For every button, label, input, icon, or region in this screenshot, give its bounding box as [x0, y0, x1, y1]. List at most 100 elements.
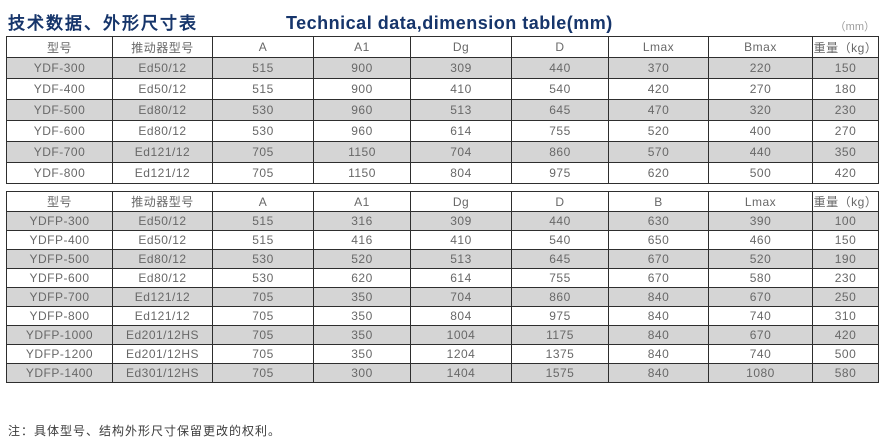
table-cell: 316 — [313, 211, 411, 231]
table-cell: 515 — [212, 230, 314, 250]
table-cell: YDFP-300 — [6, 211, 113, 231]
table-cell: YDFP-1200 — [6, 344, 113, 364]
table-cell: 180 — [812, 78, 879, 100]
table-cell: 470 — [608, 99, 709, 121]
table-cell: 440 — [708, 141, 813, 163]
table-cell: Ed301/12HS — [112, 363, 213, 383]
table-row: YDF-600 Ed80/12 530 960 614 755 520 400 270 — [6, 120, 879, 142]
column-header: 重量（kg） — [812, 36, 879, 58]
table-cell: Ed50/12 — [112, 211, 213, 231]
table-cell: Ed80/12 — [112, 99, 213, 121]
table-cell: 670 — [708, 287, 813, 307]
table-cell: 705 — [212, 141, 314, 163]
column-header: D — [511, 36, 609, 58]
table-cell: 570 — [608, 141, 709, 163]
table-cell: YDFP-1400 — [6, 363, 113, 383]
table-cell: YDFP-700 — [6, 287, 113, 307]
table-cell: 670 — [708, 325, 813, 345]
table-cell: 650 — [608, 230, 709, 250]
table-row: YDFP-300 Ed50/12 515 316 309 440 630 390 100 — [6, 211, 879, 231]
column-header: A1 — [313, 191, 411, 212]
column-header: A — [212, 191, 314, 212]
table-cell: 420 — [608, 78, 709, 100]
table-cell: 400 — [708, 120, 813, 142]
table-cell: 220 — [708, 57, 813, 79]
table-cell: 150 — [812, 57, 879, 79]
table-row: YDF-500 Ed80/12 530 960 513 645 470 320 230 — [6, 99, 879, 121]
table-cell: 350 — [812, 141, 879, 163]
table-cell: 755 — [511, 268, 609, 288]
page-title-chinese: 技术数据、外形尺寸表 — [8, 14, 198, 33]
table-cell: Ed121/12 — [112, 162, 213, 184]
table-cell: YDF-500 — [6, 99, 113, 121]
table-cell: 370 — [608, 57, 709, 79]
table-cell: YDFP-800 — [6, 306, 113, 326]
table-cell: YDFP-400 — [6, 230, 113, 250]
unit-note: （mm） — [834, 21, 875, 33]
column-header: A1 — [313, 36, 411, 58]
table-cell: 670 — [608, 249, 709, 269]
table-cell: Ed80/12 — [112, 268, 213, 288]
table-row: YDFP-700 Ed121/12 705 350 704 860 840 670 250 — [6, 287, 879, 307]
table-cell: 1080 — [708, 363, 813, 383]
table-cell: 500 — [812, 344, 879, 364]
table-cell: 350 — [313, 325, 411, 345]
table-cell: YDF-800 — [6, 162, 113, 184]
table-cell: 515 — [212, 211, 314, 231]
column-header: B — [608, 191, 709, 212]
table-cell: 460 — [708, 230, 813, 250]
table-cell: 530 — [212, 99, 314, 121]
column-header: 推动器型号 — [112, 191, 213, 212]
table-cell: Ed50/12 — [112, 78, 213, 100]
table-cell: 840 — [608, 325, 709, 345]
table-cell: 1004 — [410, 325, 512, 345]
table-cell: 704 — [410, 141, 512, 163]
table-cell: 420 — [812, 162, 879, 184]
table-cell: 670 — [608, 268, 709, 288]
column-header: 型号 — [6, 36, 113, 58]
table-row: YDFP-1400 Ed301/12HS 705 300 1404 1575 840 1080… — [6, 363, 879, 383]
table-cell: 270 — [708, 78, 813, 100]
ydfp-dimension-table: 型号 推动器型号 A A1 Dg D B Lmax 重量（kg） YDFP-300 Ed50/12… — [6, 191, 879, 383]
table-cell: YDF-600 — [6, 120, 113, 142]
table-cell: 840 — [608, 306, 709, 326]
table-cell: 840 — [608, 363, 709, 383]
table-cell: 1175 — [511, 325, 609, 345]
table-cell: 705 — [212, 306, 314, 326]
table-cell: 530 — [212, 268, 314, 288]
table-cell: 705 — [212, 325, 314, 345]
table-cell: 630 — [608, 211, 709, 231]
table-cell: 840 — [608, 344, 709, 364]
page-header: 技术数据、外形尺寸表 Technical data,dimension tabl… — [0, 0, 881, 36]
table-cell: 350 — [313, 306, 411, 326]
table-cell: 390 — [708, 211, 813, 231]
table-cell: 620 — [608, 162, 709, 184]
table-cell: 900 — [313, 78, 411, 100]
table-row: YDFP-400 Ed50/12 515 416 410 540 650 460 150 — [6, 230, 879, 250]
column-header: Dg — [410, 191, 512, 212]
table-cell: 230 — [812, 99, 879, 121]
table-cell: 900 — [313, 57, 411, 79]
table-cell: 705 — [212, 344, 314, 364]
column-header: A — [212, 36, 314, 58]
table-cell: 513 — [410, 99, 512, 121]
table-cell: 440 — [511, 57, 609, 79]
table-row: YDFP-800 Ed121/12 705 350 804 975 840 740 310 — [6, 306, 879, 326]
table-cell: Ed50/12 — [112, 230, 213, 250]
column-header: Dg — [410, 36, 512, 58]
table-cell: 440 — [511, 211, 609, 231]
table-row: YDFP-1200 Ed201/12HS 705 350 1204 1375 840 740 5… — [6, 344, 879, 364]
table-row: YDF-700 Ed121/12 705 1150 704 860 570 440 350 — [6, 141, 879, 163]
table-cell: 500 — [708, 162, 813, 184]
table-cell: 1375 — [511, 344, 609, 364]
table-cell: 530 — [212, 120, 314, 142]
table-cell: 420 — [812, 325, 879, 345]
footer-note: 注：具体型号、结构外形尺寸保留更改的权利。 — [8, 424, 282, 438]
column-header: D — [511, 191, 609, 212]
table-cell: 645 — [511, 99, 609, 121]
table-cell: 740 — [708, 344, 813, 364]
table-cell: 705 — [212, 162, 314, 184]
table-cell: 740 — [708, 306, 813, 326]
table-cell: 513 — [410, 249, 512, 269]
